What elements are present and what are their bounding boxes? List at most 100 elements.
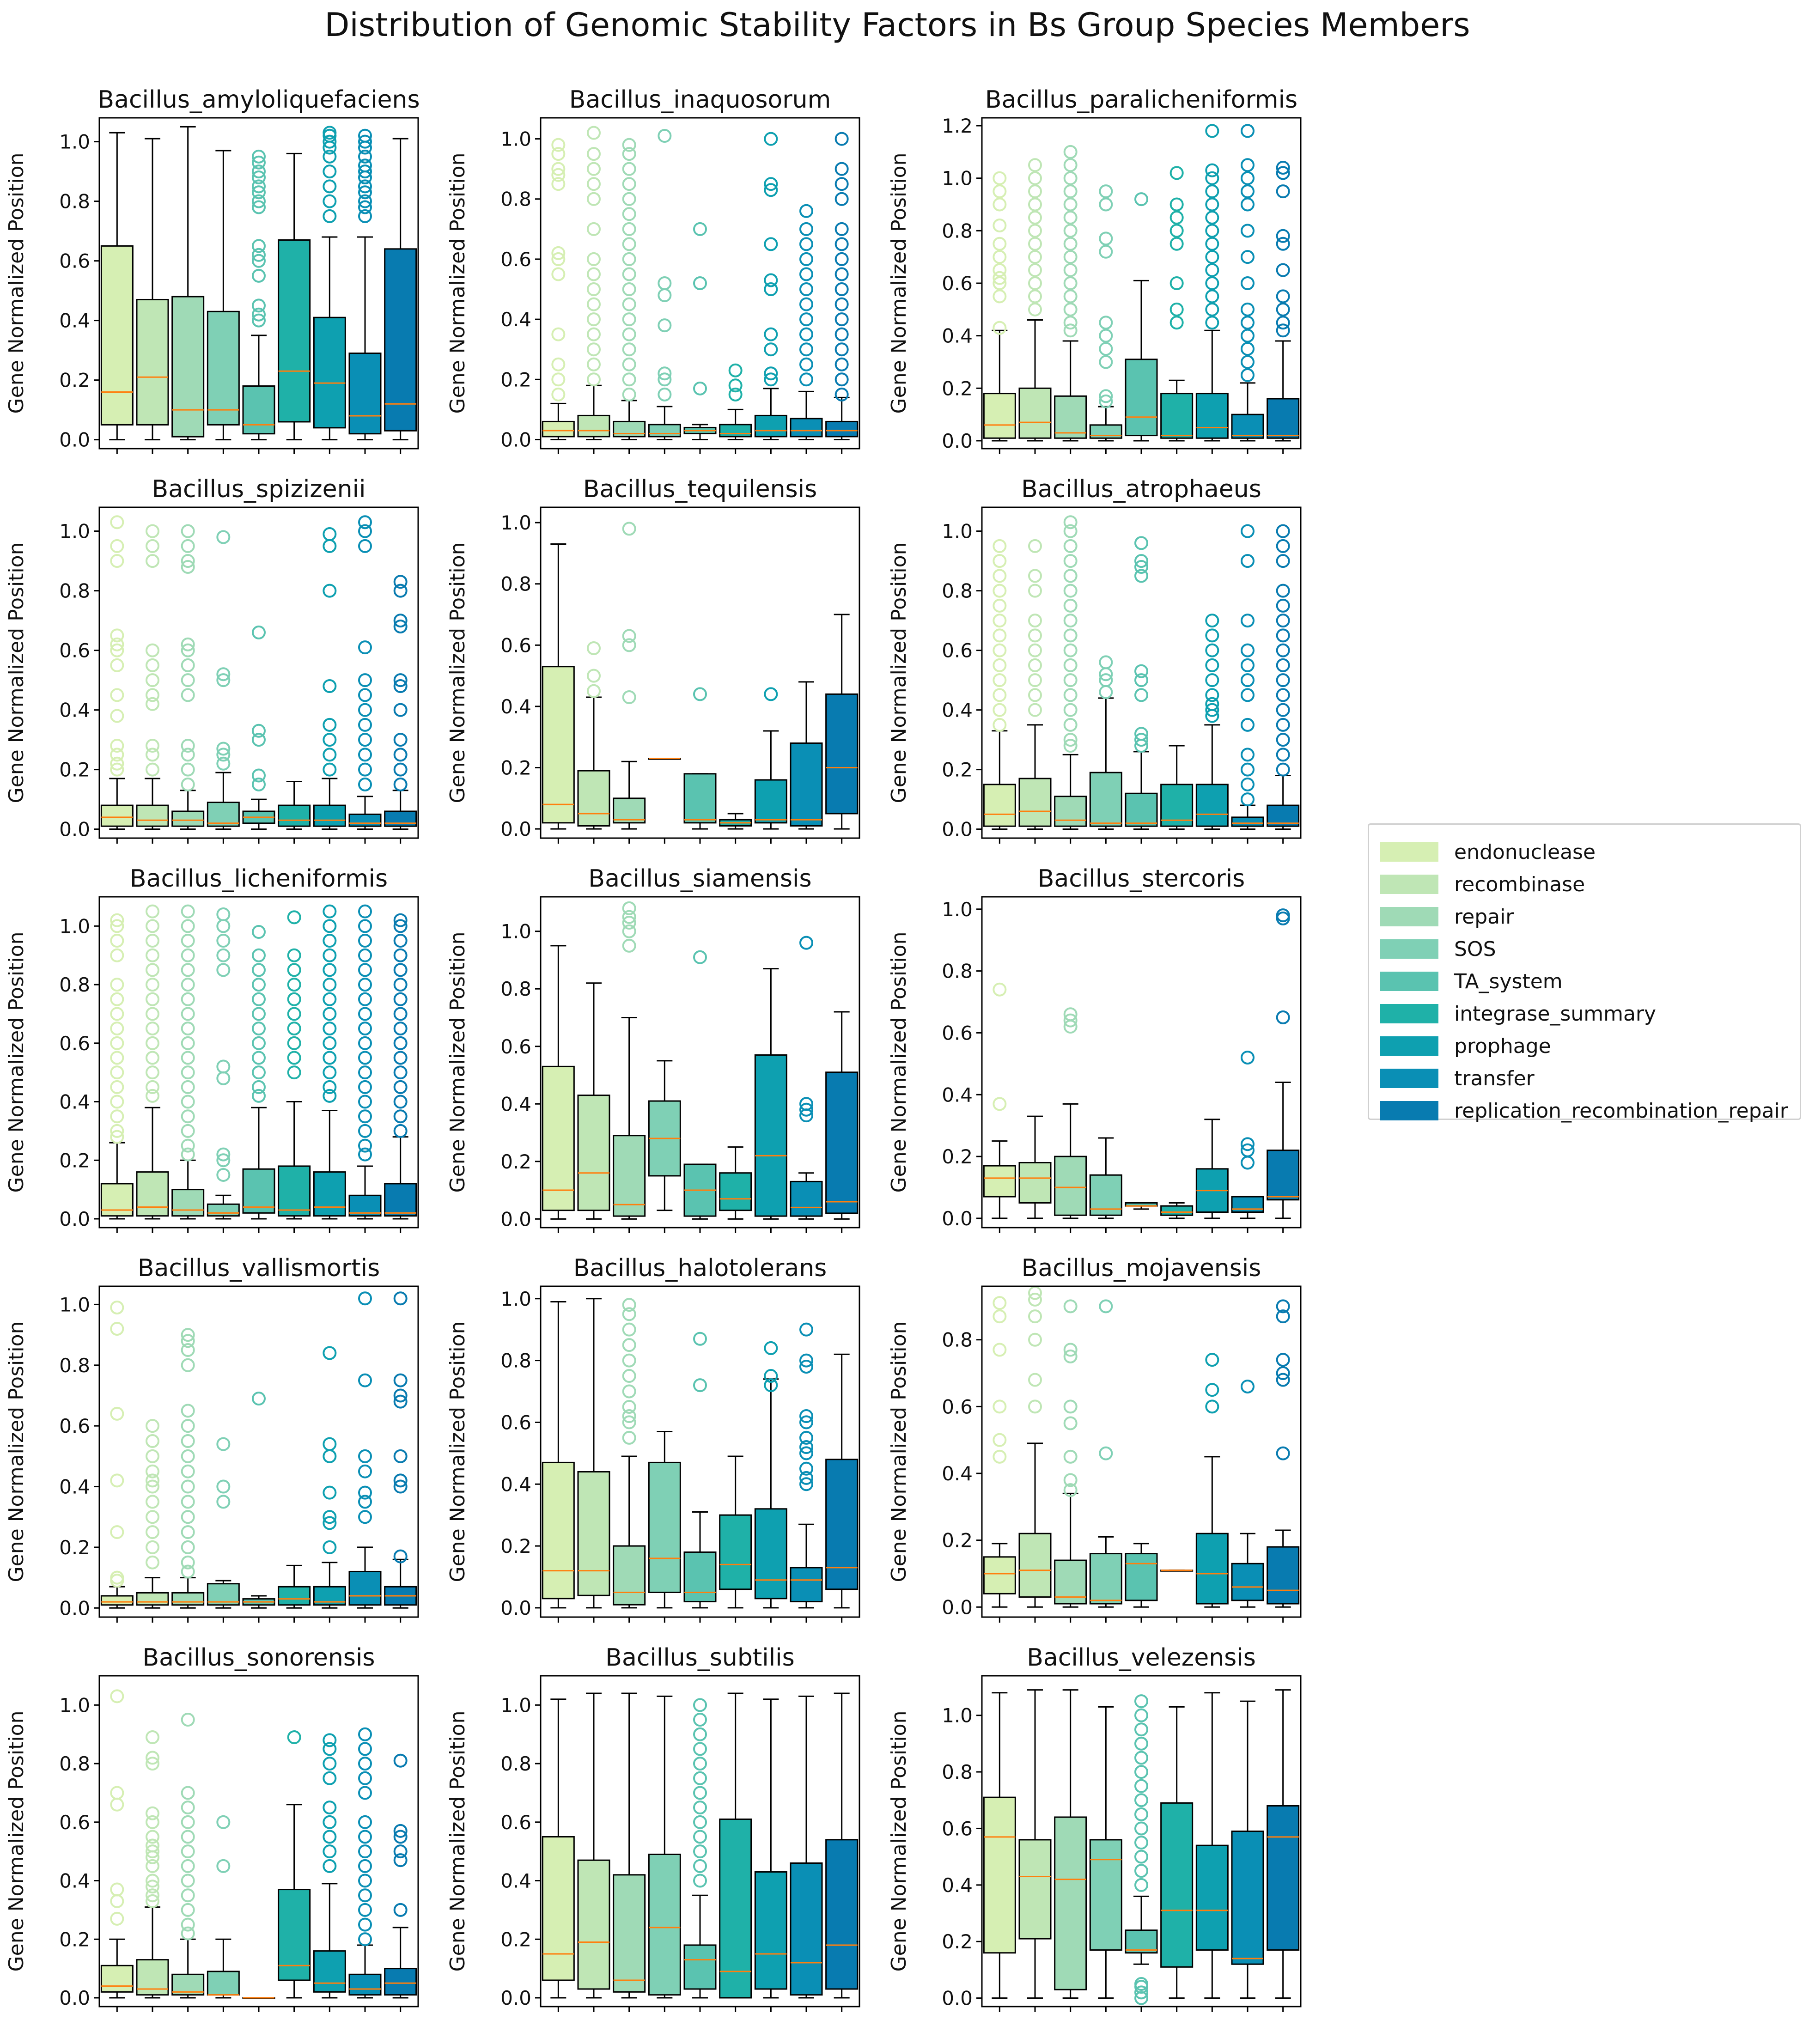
box-transfer <box>1231 124 1264 454</box>
outlier-point <box>622 147 636 161</box>
outlier-point <box>358 200 372 214</box>
outlier-point <box>323 963 337 977</box>
y-tick-label: 0.2 <box>942 1529 973 1552</box>
outlier-point <box>358 179 372 194</box>
box-recombinase <box>1018 539 1052 844</box>
box-body <box>1054 395 1087 439</box>
box-transfer <box>1231 1379 1264 1623</box>
box-body <box>171 1189 205 1217</box>
outlier-point <box>658 318 672 333</box>
box-replication_recombination_repair <box>1267 524 1300 844</box>
outlier-point <box>358 1932 372 1947</box>
outlier-point <box>1205 614 1219 628</box>
outlier-point <box>323 1742 337 1756</box>
figure-title: Distribution of Genomic Stability Factor… <box>324 6 1470 44</box>
box-body <box>983 393 1016 439</box>
outlier-point <box>1134 1779 1148 1793</box>
y-tick-label: 0.2 <box>59 1536 90 1559</box>
box-body <box>136 1592 169 1606</box>
outlier-point <box>393 963 408 977</box>
outlier-point <box>1134 1878 1148 1892</box>
outlier-point <box>622 629 636 643</box>
outlier-point <box>622 1415 636 1430</box>
outlier-point <box>1099 389 1113 403</box>
axes-frame <box>98 117 419 450</box>
box-TA_system <box>242 149 275 454</box>
outlier-point <box>216 1147 231 1162</box>
outlier-point <box>393 777 408 791</box>
outlier-point <box>358 1007 372 1021</box>
outlier-point <box>1063 584 1078 598</box>
box-SOS <box>1089 1706 1122 2012</box>
outlier-point <box>216 948 231 962</box>
outlier-point <box>834 312 849 327</box>
subplot-Bacillus_paralicheniformis: Bacillus_paralicheniformis Gene Normalize… <box>887 86 1302 454</box>
outlier-point <box>216 1059 231 1074</box>
outlier-point <box>252 164 266 179</box>
box-body <box>348 1973 382 1996</box>
y-tick-label: 0.8 <box>500 1350 531 1372</box>
outlier-point <box>1063 289 1078 304</box>
outlier-point <box>358 1510 372 1524</box>
outlier-point <box>393 1394 408 1409</box>
box-body <box>754 1871 787 1990</box>
outlier-point <box>799 222 813 236</box>
outlier-point <box>1276 1373 1290 1387</box>
outlier-point <box>1063 643 1078 657</box>
outlier-point <box>323 1022 337 1036</box>
outlier-point <box>1241 614 1255 628</box>
outlier-point <box>993 703 1007 717</box>
y-tick-label: 0.4 <box>942 1083 973 1106</box>
outlier-point <box>1134 1985 1148 2000</box>
outlier-point <box>993 197 1007 212</box>
box-SOS <box>648 1060 681 1233</box>
outlier-point <box>799 237 813 251</box>
y-tick-label: 1.0 <box>59 1293 90 1316</box>
outlier-point <box>1063 1007 1078 1022</box>
outlier-point <box>1063 598 1078 613</box>
outlier-point <box>587 192 601 206</box>
outlier-point <box>622 690 636 705</box>
outlier-point <box>110 709 124 723</box>
outlier-point <box>993 250 1007 264</box>
y-tick-label: 0.4 <box>500 308 531 331</box>
outlier-point <box>181 1844 195 1859</box>
outlier-point <box>1276 184 1290 199</box>
outlier-point <box>393 913 408 927</box>
box-body <box>100 1965 134 1993</box>
box-TA_system <box>683 1332 717 1623</box>
outlier-point <box>181 673 195 687</box>
box-integrase_summary <box>1160 745 1194 844</box>
box-SOS <box>1089 1299 1122 1623</box>
box-endonuclease <box>100 913 134 1233</box>
outlier-point <box>1205 184 1219 199</box>
outlier-point <box>728 378 743 393</box>
outlier-point <box>693 1844 707 1859</box>
outlier-point <box>323 539 337 553</box>
axes-frame <box>540 1675 860 2008</box>
outlier-point <box>993 718 1007 732</box>
outlier-point <box>181 748 195 762</box>
outlier-point <box>216 1815 231 1829</box>
box-endonuclease <box>100 1689 134 2012</box>
box-prophage <box>1195 614 1229 844</box>
outlier-point <box>799 1471 813 1485</box>
outlier-point <box>110 1882 124 1897</box>
outlier-point <box>323 1815 337 1829</box>
box-body <box>825 420 859 438</box>
box-body <box>613 1874 646 1993</box>
outlier-point <box>1205 302 1219 316</box>
box-replication_recombination_repair <box>825 1011 859 1233</box>
outlier-point <box>1205 697 1219 711</box>
outlier-point <box>181 1138 195 1153</box>
outlier-point <box>834 297 849 311</box>
outlier-point <box>146 688 159 702</box>
y-tick-label: 0.6 <box>942 1022 973 1044</box>
outlier-point <box>587 372 601 387</box>
outlier-point <box>693 1727 707 1741</box>
outlier-point <box>1099 673 1113 687</box>
outlier-point <box>1134 1708 1148 1722</box>
box-body <box>384 248 417 432</box>
outlier-point <box>358 640 372 655</box>
outlier-point <box>1205 197 1219 212</box>
